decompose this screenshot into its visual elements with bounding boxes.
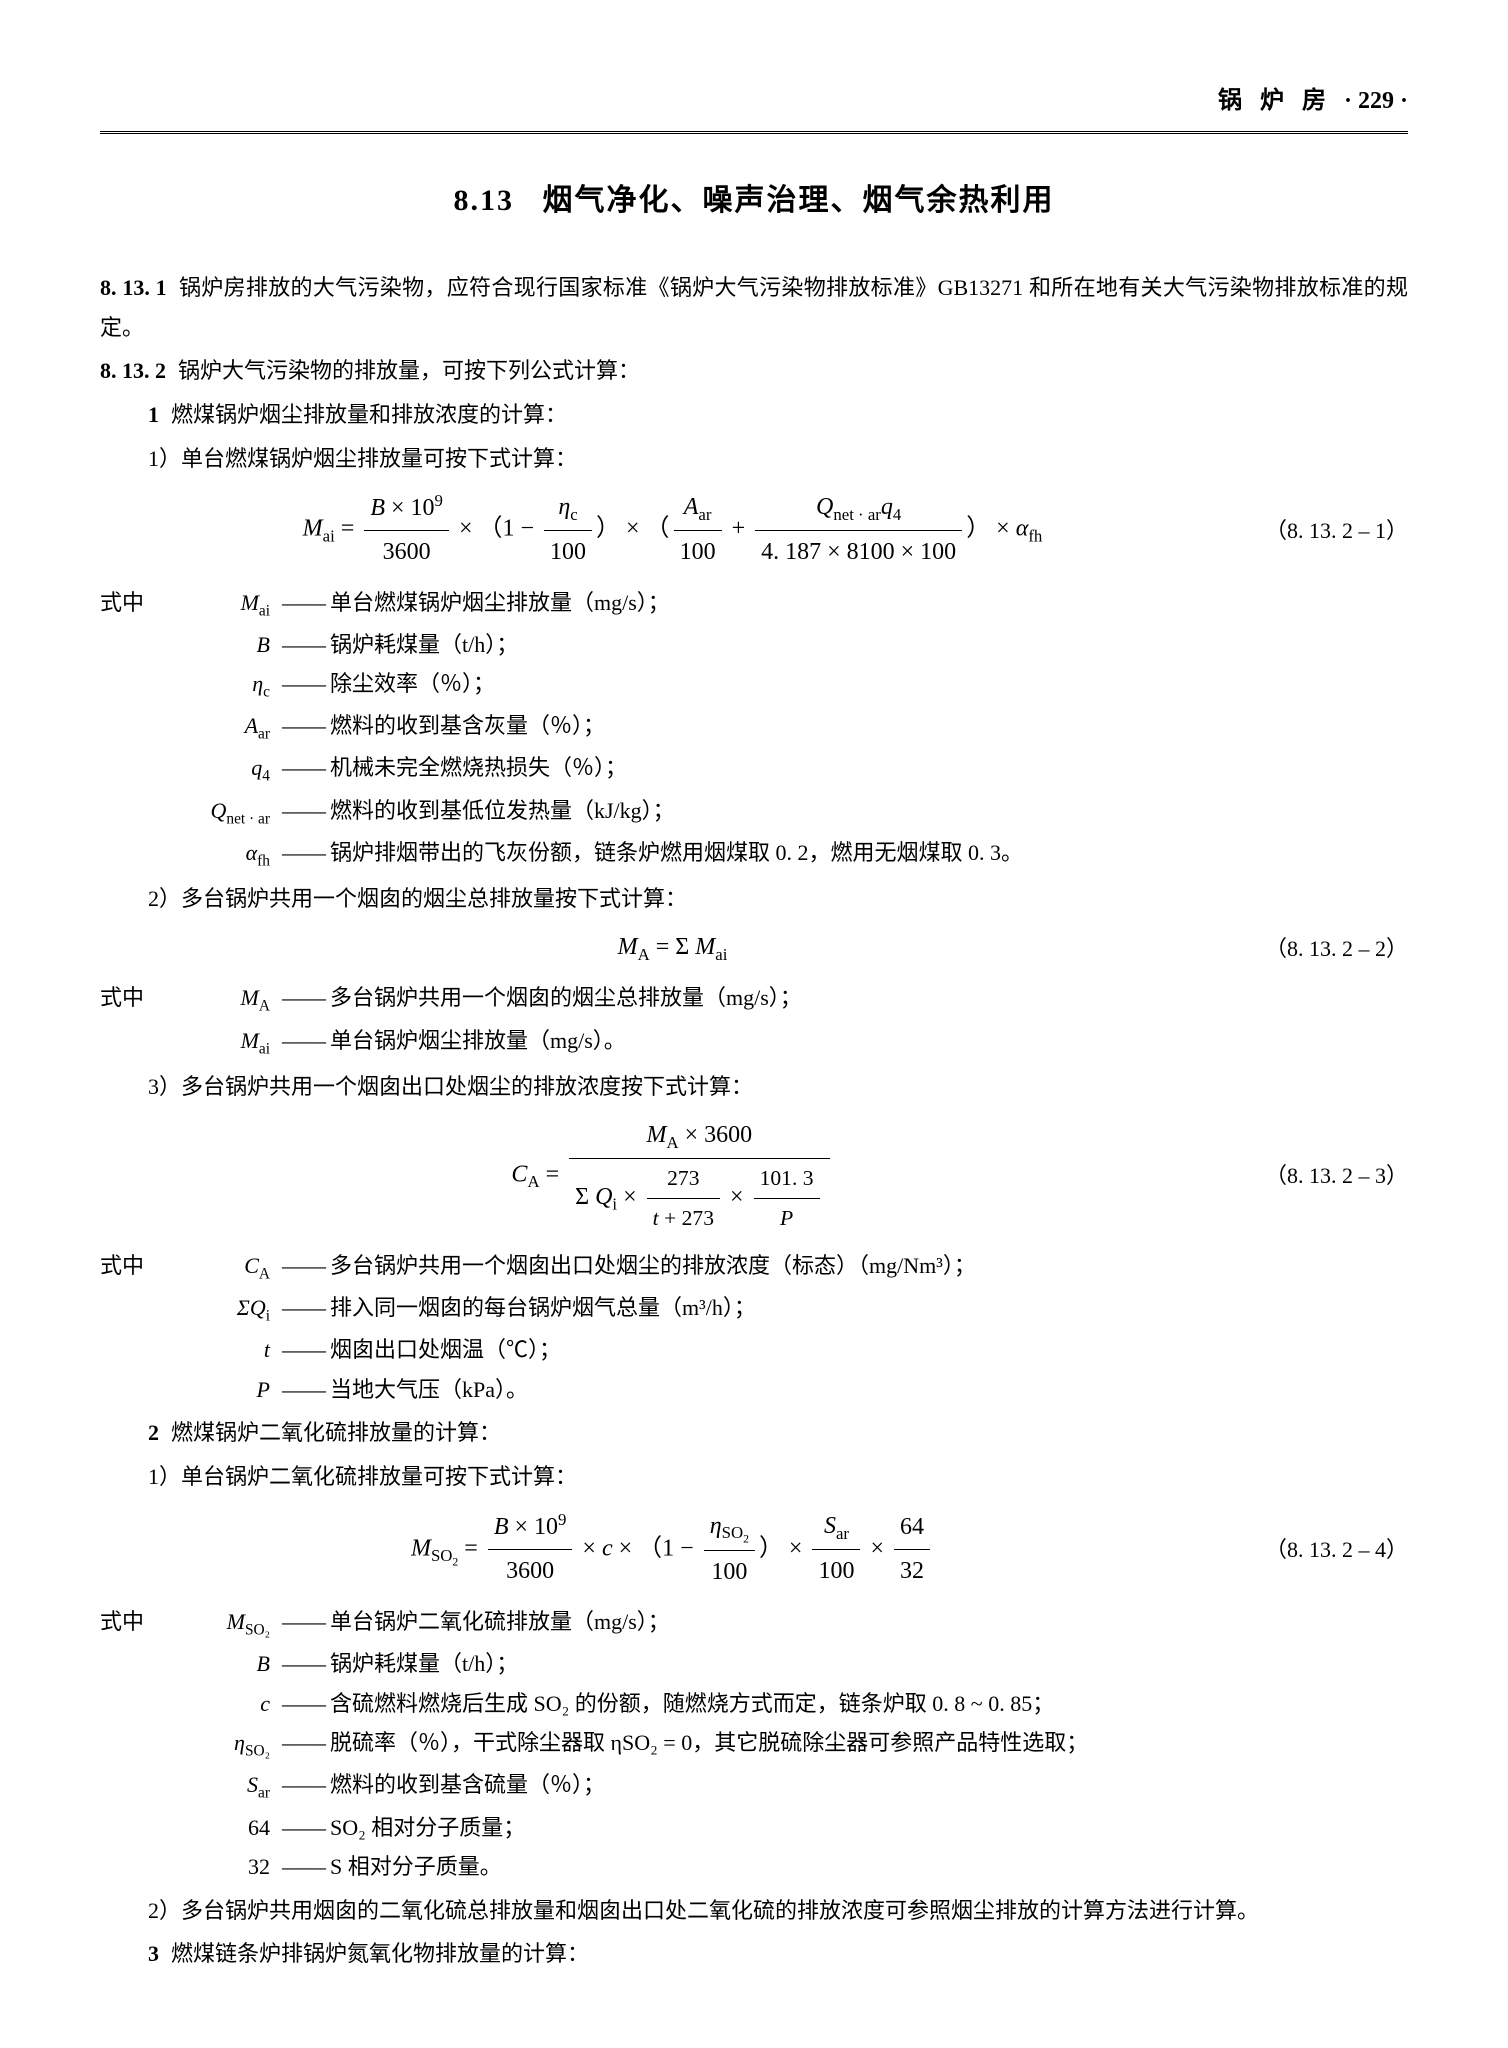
section-text: 烟气净化、噪声治理、烟气余热利用	[543, 184, 1055, 217]
formula-1: Mai = B × 1093600 × （1 − ηc100） × （Aar10…	[100, 486, 1408, 574]
sub-1-2: 2）多台锅炉共用一个烟囱的烟尘总排放量按下式计算：	[148, 879, 1408, 919]
formula-4: MSO2 = B × 1093600 × c × （1 − ηSO2100） ×…	[100, 1505, 1408, 1595]
where-block-2: 式中MA——多台锅炉共用一个烟囱的烟尘总排放量（mg/s）； Mai——单台锅炉…	[100, 978, 1408, 1062]
sub-2-1: 1）单台锅炉二氧化硫排放量可按下式计算：	[148, 1457, 1408, 1497]
formula-2-eq: MA = Σ Mai	[100, 926, 1245, 970]
section-num: 8.13	[454, 184, 515, 217]
formula-1-eq: Mai = B × 1093600 × （1 − ηc100） × （Aar10…	[100, 486, 1245, 574]
sub-2-2: 2）多台锅炉共用烟囱的二氧化硫总排放量和烟囱出口处二氧化硫的排放浓度可参照烟尘排…	[148, 1891, 1408, 1931]
sub-1-1: 1）单台燃煤锅炉烟尘排放量可按下式计算：	[148, 439, 1408, 479]
formula-4-num: （8. 13. 2 – 4）	[1265, 1530, 1408, 1570]
formula-4-eq: MSO2 = B × 1093600 × c × （1 − ηSO2100） ×…	[100, 1505, 1245, 1595]
formula-3-eq: CA = MA × 3600 Σ Qi × 273t + 273 × 101. …	[100, 1114, 1245, 1238]
section-title: 8.13 烟气净化、噪声治理、烟气余热利用	[100, 174, 1408, 228]
where-block-1: 式中Mai——单台燃煤锅炉烟尘排放量（mg/s）； B——锅炉耗煤量（t/h）；…	[100, 583, 1408, 875]
page-header: 锅 炉 房 · 229 ·	[100, 80, 1408, 134]
chapter-title: 锅 炉 房	[1218, 88, 1332, 114]
where-block-3: 式中CA——多台锅炉共用一个烟囱出口处烟尘的排放浓度（标态）（mg/Nm³）； …	[100, 1246, 1408, 1409]
sub-1: 1燃煤锅炉烟尘排放量和排放浓度的计算：	[148, 395, 1408, 435]
where-block-4: 式中MSO₂——单台锅炉二氧化硫排放量（mg/s）； B——锅炉耗煤量（t/h）…	[100, 1602, 1408, 1887]
sub-1-3: 3）多台锅炉共用一个烟囱出口处烟尘的排放浓度按下式计算：	[148, 1067, 1408, 1107]
sub-3: 3燃煤链条炉排锅炉氮氧化物排放量的计算：	[148, 1934, 1408, 1974]
sub-2: 2燃煤锅炉二氧化硫排放量的计算：	[148, 1413, 1408, 1453]
clause-8-13-1: 8. 13. 1锅炉房排放的大气污染物，应符合现行国家标准《锅炉大气污染物排放标…	[100, 268, 1408, 347]
page-number: · 229 ·	[1344, 88, 1408, 114]
formula-1-num: （8. 13. 2 – 1）	[1265, 511, 1408, 551]
clause-8-13-2: 8. 13. 2锅炉大气污染物的排放量，可按下列公式计算：	[100, 351, 1408, 391]
formula-3: CA = MA × 3600 Σ Qi × 273t + 273 × 101. …	[100, 1114, 1408, 1238]
formula-3-num: （8. 13. 2 – 3）	[1265, 1156, 1408, 1196]
formula-2-num: （8. 13. 2 – 2）	[1265, 929, 1408, 969]
formula-2: MA = Σ Mai （8. 13. 2 – 2）	[100, 926, 1408, 970]
